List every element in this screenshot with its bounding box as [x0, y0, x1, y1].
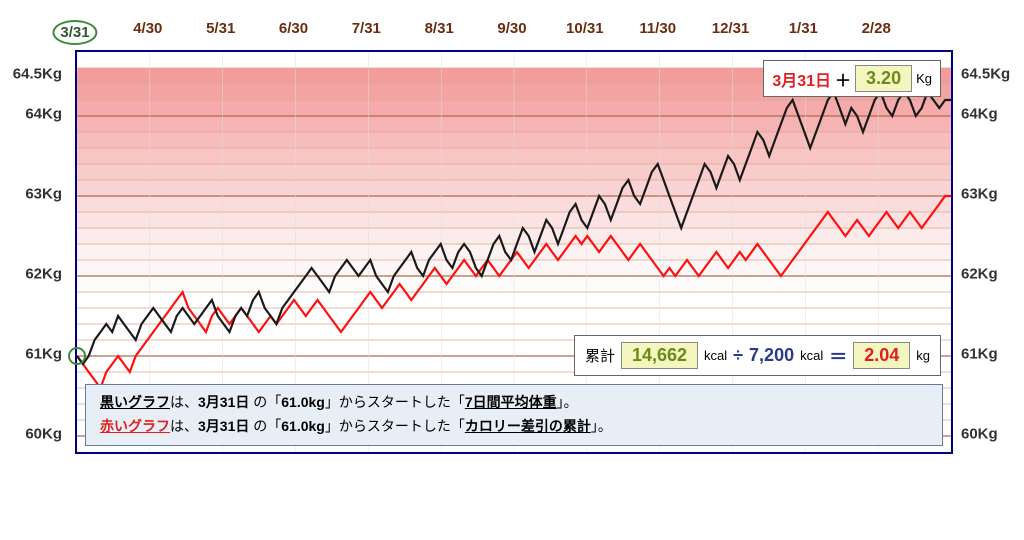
delta-date: 3月31日 [772, 67, 831, 91]
delta-unit: Kg [916, 71, 932, 86]
delta-info-box: 3月31日 ＋ 3.20 Kg [763, 60, 941, 97]
legend-line-1: 黒いグラフは、3月31日 の「61.0kg」からスタートした「7日間平均体重」。 [100, 391, 928, 415]
x-tick: 4/30 [133, 20, 162, 37]
x-tick: 6/30 [279, 20, 308, 37]
x-tick: 12/31 [712, 20, 750, 37]
x-tick: 5/31 [206, 20, 235, 37]
legend-line-2: 赤いグラフは、3月31日 の「61.0kg」からスタートした「カロリー差引の累計… [100, 415, 928, 439]
x-tick: 1/31 [789, 20, 818, 37]
calc-label: 累計 [585, 345, 615, 366]
x-tick: 7/31 [352, 20, 381, 37]
x-tick: 2/28 [862, 20, 891, 37]
y-tick: 64.5Kg [13, 66, 62, 83]
legend-black-label: 黒いグラフ [100, 394, 170, 410]
x-tick: 3/31 [52, 20, 97, 45]
y-tick: 63Kg [961, 186, 998, 203]
y-tick: 64.5Kg [961, 66, 1010, 83]
y-tick: 64Kg [961, 106, 998, 123]
x-tick: 10/31 [566, 20, 604, 37]
legend-red-label: 赤いグラフ [100, 418, 170, 434]
y-tick: 60Kg [25, 426, 62, 443]
calc-divisor: 7,200 [749, 345, 794, 366]
y-tick: 61Kg [961, 346, 998, 363]
chart-plot-area: 3月31日 ＋ 3.20 Kg 累計 14,662 kcal ÷ 7,200 k… [75, 50, 953, 454]
y-tick: 64Kg [25, 106, 62, 123]
y-tick: 61Kg [25, 346, 62, 363]
y-tick: 63Kg [25, 186, 62, 203]
x-tick: 11/30 [639, 20, 676, 37]
calc-info-box: 累計 14,662 kcal ÷ 7,200 kcal ＝ 2.04 kg [574, 335, 941, 376]
x-axis: 3/314/305/316/307/318/319/3010/3111/3012… [75, 20, 949, 45]
calc-eq: ＝ [829, 343, 847, 369]
calc-total: 14,662 [621, 342, 698, 369]
y-axis-left: 60Kg 61Kg 62Kg 63Kg 64Kg 64.5Kg [0, 50, 70, 450]
legend-box: 黒いグラフは、3月31日 の「61.0kg」からスタートした「7日間平均体重」。… [85, 384, 943, 446]
delta-plus: ＋ [835, 67, 851, 91]
x-tick: 8/31 [425, 20, 454, 37]
y-tick: 62Kg [25, 266, 62, 283]
y-tick: 62Kg [961, 266, 998, 283]
calc-result: 2.04 [853, 342, 910, 369]
chart-container: 3/31 4/30 5/31 6/30 7/31 8/31 9/30 10/31 11/30 12… [0, 0, 1024, 540]
calc-div: ÷ [733, 345, 743, 366]
x-tick: 9/30 [497, 20, 526, 37]
calc-kcal2: kcal [800, 348, 823, 363]
start-marker-icon [68, 347, 86, 365]
delta-value: 3.20 [855, 65, 912, 92]
y-axis-right: 60Kg 61Kg 62Kg 63Kg 64Kg 64.5Kg [953, 50, 1023, 450]
calc-kcal1: kcal [704, 348, 727, 363]
y-tick: 60Kg [961, 426, 998, 443]
calc-kg: kg [916, 348, 930, 363]
